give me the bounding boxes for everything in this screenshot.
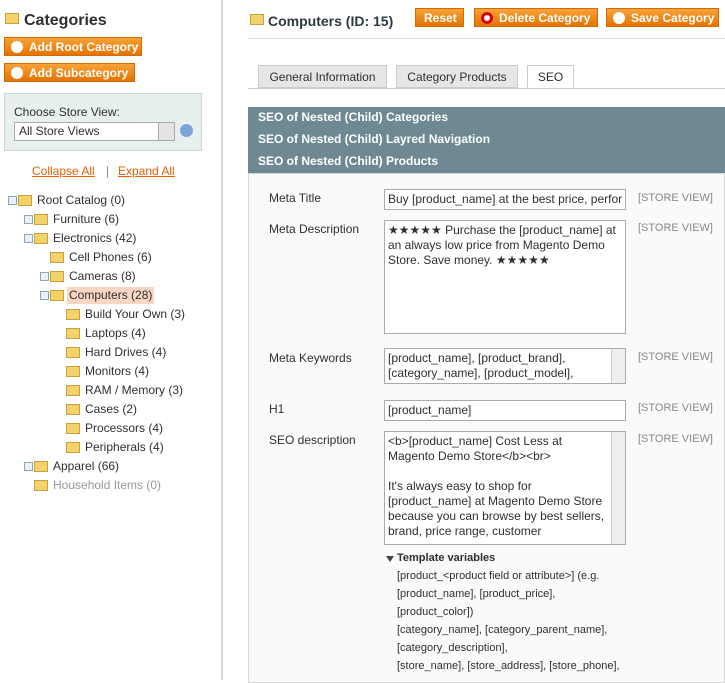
scope: [STORE VIEW]: [638, 402, 713, 414]
tree-node[interactable]: Root Catalog (0): [37, 193, 126, 207]
tab[interactable]: General Information: [258, 65, 387, 88]
folder-icon: [66, 423, 80, 434]
section-header[interactable]: SEO of Nested (Child) Layred Navigation: [258, 132, 491, 146]
folder-icon: [34, 461, 48, 472]
tree-node[interactable]: Processors (4): [85, 421, 164, 435]
folder-icon: [34, 480, 48, 491]
scope: [STORE VIEW]: [638, 433, 713, 445]
tree-node[interactable]: Peripherals (4): [85, 440, 164, 454]
template-variable-line: [category_name], [category_parent_name],: [397, 624, 608, 636]
expand-toggle[interactable]: [24, 462, 33, 471]
expand-toggle[interactable]: [40, 272, 49, 281]
expand-toggle[interactable]: [24, 215, 33, 224]
button-label: Delete Category: [499, 11, 591, 25]
template-variable-line: [product_color]): [397, 606, 474, 618]
h1-input[interactable]: [product_name]: [384, 400, 626, 421]
folder-icon: [66, 442, 80, 453]
folder-icon: [66, 385, 80, 396]
tree-node[interactable]: Monitors (4): [85, 364, 150, 378]
tree-node[interactable]: Hard Drives (4): [85, 345, 167, 359]
template-variable-line: [category_description],: [397, 642, 508, 654]
select-value: All Store Views: [19, 124, 100, 138]
meta-description-input[interactable]: ★★★★★ Purchase the [product_name] at an …: [384, 220, 626, 334]
meta-keywords-input[interactable]: [product_name], [product_brand], [catego…: [384, 348, 626, 384]
collapse-toggle[interactable]: [8, 196, 17, 205]
tab[interactable]: Category Products: [396, 65, 518, 88]
scope: [STORE VIEW]: [638, 222, 713, 234]
save-button[interactable]: Save Category: [606, 8, 719, 27]
seo-description-input[interactable]: <b>[product_name] Cost Less at Magento D…: [384, 431, 626, 545]
tree-node[interactable]: Cases (2): [85, 402, 138, 416]
tree-node[interactable]: Apparel (66): [53, 459, 120, 473]
tree-node[interactable]: Furniture (6): [53, 212, 120, 226]
page-title: Computers (ID: 15): [268, 13, 394, 29]
scope: [STORE VIEW]: [638, 351, 713, 363]
folder-icon: [18, 195, 32, 206]
field-label: Meta Description: [269, 222, 360, 236]
separator: |: [106, 164, 110, 178]
field-label: H1: [269, 402, 285, 416]
sidebar-title: Categories: [24, 12, 107, 29]
folder-icon: [250, 14, 264, 25]
folder-icon: [50, 290, 64, 301]
add-sub-button[interactable]: Add Subcategory: [4, 63, 135, 82]
meta-title-input[interactable]: Buy [product_name] at the best price, pe…: [384, 189, 626, 210]
expand-triangle: [386, 556, 394, 562]
tree-node[interactable]: Laptops (4): [85, 326, 146, 340]
button-label: Add Subcategory: [29, 66, 129, 80]
field-label: Meta Title: [269, 191, 322, 205]
folder-icon: [34, 233, 48, 244]
folder-icon: [50, 271, 64, 282]
delete-button[interactable]: Delete Category: [474, 8, 598, 27]
header-rule: [248, 38, 725, 39]
folder-icon: [50, 252, 64, 263]
divider: [221, 0, 223, 680]
tree-node[interactable]: Cameras (8): [69, 269, 136, 283]
button-label: Save Category: [631, 11, 715, 25]
folder-icon: [66, 328, 80, 339]
add-root-button[interactable]: Add Root Category: [4, 37, 142, 56]
collapse-toggle[interactable]: [40, 291, 49, 300]
scrollbar: [611, 432, 625, 544]
field-label: SEO description: [269, 433, 356, 447]
tree-node[interactable]: Build Your Own (3): [85, 307, 186, 321]
collapse-link[interactable]: Collapse All: [32, 164, 95, 178]
collapse-toggle[interactable]: [24, 234, 33, 243]
tab-rule: [248, 88, 725, 89]
tree-node[interactable]: Electronics (42): [53, 231, 137, 245]
section-headers: [248, 107, 725, 173]
button-label: Add Root Category: [29, 40, 139, 54]
scope: [STORE VIEW]: [638, 192, 713, 204]
template-variables-title[interactable]: Template variables: [397, 552, 496, 564]
folder-icon: [66, 404, 80, 415]
reset-button[interactable]: Reset: [415, 8, 464, 27]
section-header[interactable]: SEO of Nested (Child) Products: [258, 154, 439, 168]
input-text: [product_name], [product_brand], [catego…: [388, 351, 574, 380]
template-variable-line: [product_name], [product_price],: [397, 588, 556, 600]
select-arrow: [158, 123, 174, 140]
expand-link[interactable]: Expand All: [118, 164, 175, 178]
folder-icon: [66, 347, 80, 358]
template-variable-line: [store_name], [store_address], [store_ph…: [397, 660, 620, 672]
scrollbar: [611, 349, 625, 383]
help-icon[interactable]: [180, 124, 193, 137]
tab-active[interactable]: SEO: [527, 65, 574, 88]
section-header[interactable]: SEO of Nested (Child) Categories: [258, 110, 449, 124]
store-view-select[interactable]: All Store Views: [14, 122, 175, 141]
template-variable-line: [product_<product field or attribute>] (…: [397, 570, 600, 582]
tree-node[interactable]: Household Items (0): [53, 478, 162, 492]
folder-icon: [66, 366, 80, 377]
folder-icon: [5, 13, 19, 24]
tree-node[interactable]: RAM / Memory (3): [85, 383, 184, 397]
folder-icon: [34, 214, 48, 225]
input-text: <b>[product_name] Cost Less at Magento D…: [388, 434, 605, 538]
tree-node[interactable]: Cell Phones (6): [69, 250, 152, 264]
folder-icon: [66, 309, 80, 320]
field-label: Meta Keywords: [269, 351, 352, 365]
button-label: Reset: [424, 11, 457, 25]
store-view-label: Choose Store View:: [14, 105, 120, 119]
tree-node[interactable]: Computers (28): [67, 287, 155, 304]
